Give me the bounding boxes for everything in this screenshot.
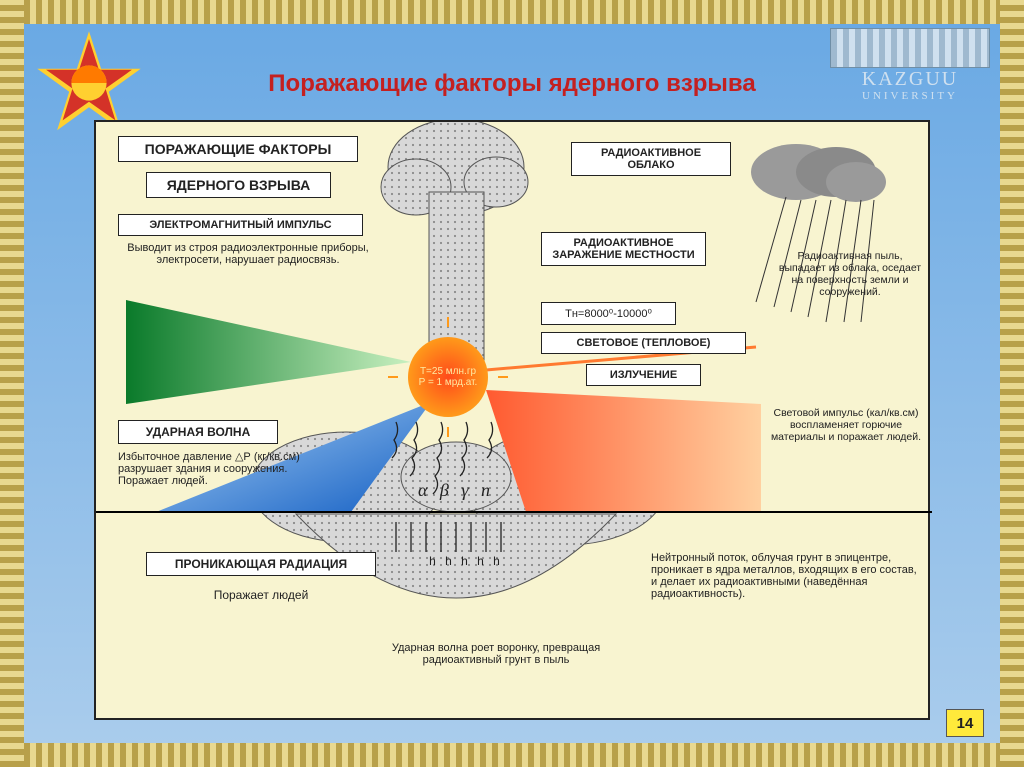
border-bottom [0,743,1024,767]
box-emp: ЭЛЕКТРОМАГНИТНЫЙ ИМПУЛЬС [118,214,363,236]
page-number: 14 [946,709,984,737]
border-right [1000,0,1024,767]
box-penetrating-rad: ПРОНИКАЮЩАЯ РАДИАЦИЯ [146,552,376,576]
slide-frame: KAZGUU UNIVERSITY Поражающие факторы яде… [0,0,1024,767]
text-greek-symbols: α β γ n [396,480,516,501]
fireball-temp: T=25 млн.гр [420,366,476,377]
text-emp: Выводит из строя радиоэлектронные прибор… [118,242,378,266]
box-shockwave: УДАРНАЯ ВОЛНА [118,420,278,444]
text-light: Световой импульс (кал/кв.см) воспламеняе… [766,407,926,443]
border-top [0,0,1024,24]
fireball-press: P = 1 мрд.ат. [419,377,478,388]
diagram-panel: T=25 млн.гр P = 1 мрд.ат. ПОРАЖАЮЩИЕ ФАК… [94,120,930,720]
box-factors-title2: ЯДЕРНОГО ВЗРЫВА [146,172,331,198]
border-left [0,0,24,767]
text-shockwave: Избыточное давление △Р (кг/кв.см) разруш… [118,450,308,487]
box-light1: СВЕТОВОЕ (ТЕПЛОВОЕ) [541,332,746,354]
box-temp: Тн=8000⁰-10000⁰ [541,302,676,325]
box-light2: ИЗЛУЧЕНИЕ [586,364,701,386]
fireball-label: T=25 млн.гр P = 1 мрд.ат. [410,339,486,415]
text-fallout: Радиоактивная пыль, выпадает из облака, … [776,250,924,298]
building-icon [830,28,990,68]
page-title: Поражающие факторы ядерного взрыва [0,70,1024,98]
text-rad: Поражает людей [176,588,346,602]
text-h-row: h h h h h [391,554,541,568]
box-radioactive-cloud: РАДИОАКТИВНОЕ ОБЛАКО [571,142,731,176]
box-factors-title1: ПОРАЖАЮЩИЕ ФАКТОРЫ [118,136,358,162]
text-crater: Ударная волна роет воронку, превращая ра… [376,642,616,666]
text-neutron: Нейтронный поток, облучая грунт в эпицен… [651,552,921,600]
box-contamination: РАДИОАКТИВНОЕ ЗАРАЖЕНИЕ МЕСТНОСТИ [541,232,706,266]
